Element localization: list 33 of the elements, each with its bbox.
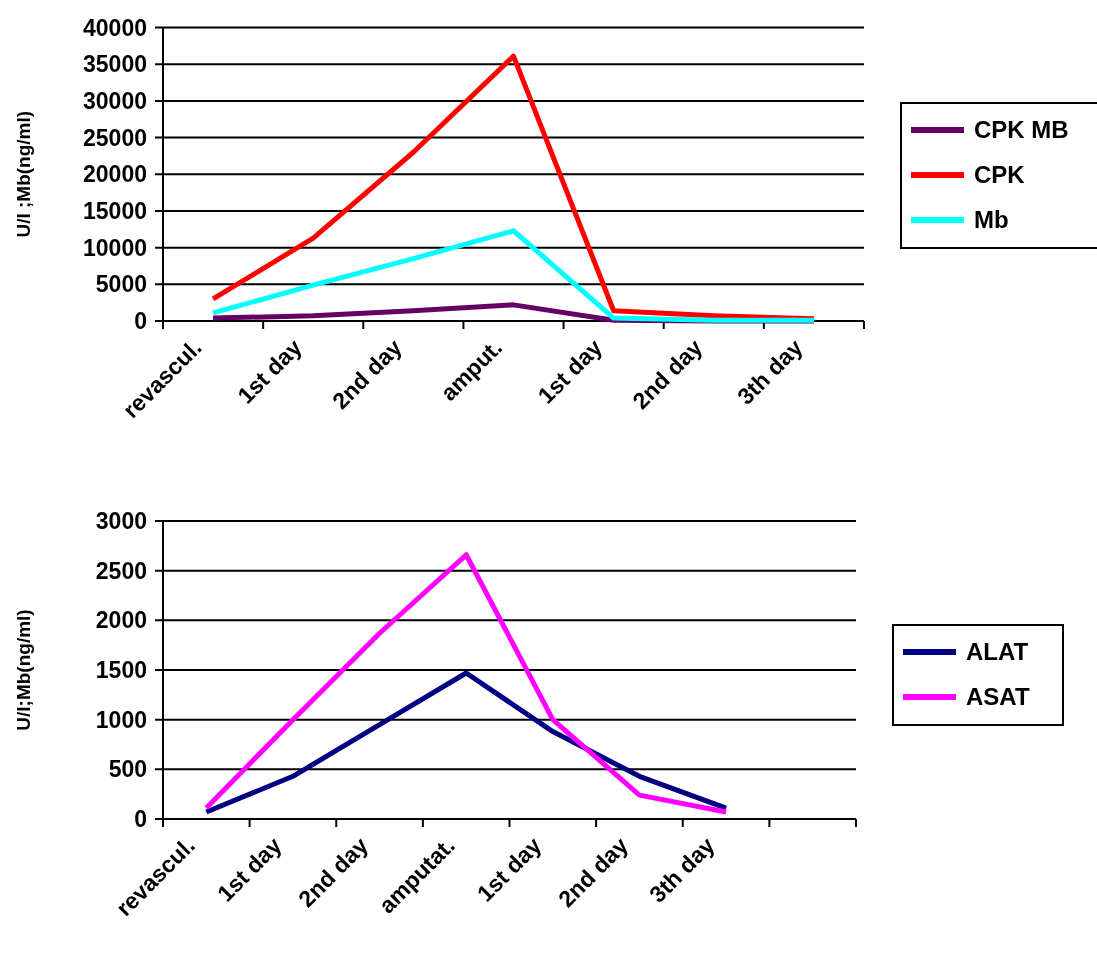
y-tick-label: 35000 — [83, 51, 147, 78]
legend-label: Mb — [974, 206, 1009, 234]
y-tick-label: 15000 — [83, 197, 147, 224]
y-tick-label: 0 — [134, 806, 147, 833]
legend-label: ALAT — [966, 638, 1029, 666]
x-tick-label: 3th day — [644, 832, 720, 908]
y-tick-label: 2500 — [95, 557, 147, 584]
y-tick-label: 0 — [134, 308, 147, 335]
y-axis-title: U/I;Mb(ng/ml) — [13, 609, 34, 731]
legend-label: ASAT — [966, 683, 1030, 711]
x-tick-label: 2nd day — [553, 832, 634, 912]
y-tick-label: 2000 — [95, 607, 147, 634]
legend-label: CPK MB — [974, 116, 1069, 144]
y-tick-label: 1500 — [95, 657, 147, 684]
x-tick-label: 1st day — [232, 334, 307, 409]
y-tick-label: 30000 — [83, 87, 147, 114]
y-tick-label: 500 — [108, 756, 147, 783]
y-tick-label: 1000 — [95, 706, 147, 733]
y-axis-title: U/I ;Mb(ng/ml) — [13, 110, 34, 238]
legend-label: CPK — [974, 161, 1026, 189]
y-tick-label: 5000 — [95, 271, 147, 298]
y-tick-label: 25000 — [83, 124, 147, 151]
x-tick-label: 2nd day — [627, 334, 708, 414]
x-tick-label: 3th day — [732, 334, 808, 410]
y-tick-label: 40000 — [83, 14, 147, 41]
x-tick-label: 2nd day — [327, 334, 408, 414]
x-tick-label: 1st day — [532, 334, 608, 409]
y-tick-label: 20000 — [83, 161, 147, 188]
x-tick-label: 1st day — [212, 832, 287, 907]
x-tick-label: 1st day — [471, 832, 547, 907]
y-tick-label: 10000 — [83, 234, 147, 261]
x-tick-label: 2nd day — [293, 832, 374, 912]
y-tick-label: 3000 — [95, 508, 147, 535]
